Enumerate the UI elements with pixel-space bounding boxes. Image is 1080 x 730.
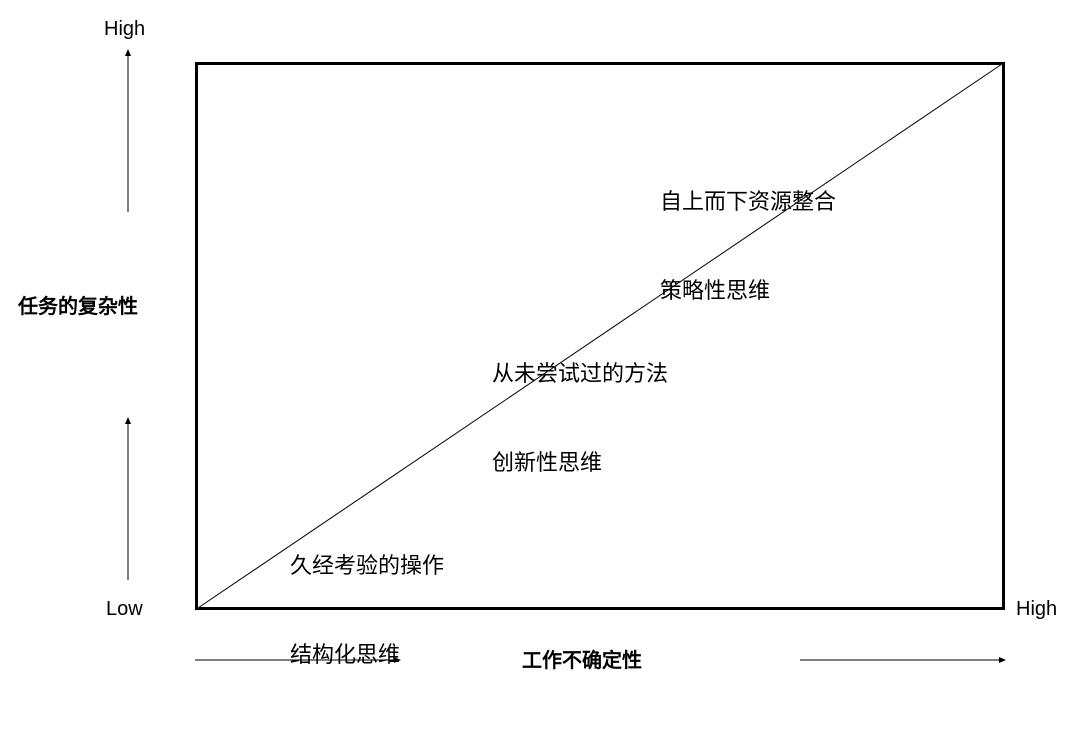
x-axis-high-label: High — [1016, 596, 1057, 623]
annotation-high: 自上而下资源整合 策略性思维 — [660, 128, 836, 366]
annotation-mid: 从未尝试过的方法 创新性思维 — [492, 300, 668, 538]
annotation-low: 久经考验的操作 结构化思维 — [290, 492, 444, 730]
y-axis-low-label: Low — [106, 596, 143, 623]
annotation-high-line1: 自上而下资源整合 — [660, 187, 836, 217]
annotation-mid-line1: 从未尝试过的方法 — [492, 359, 668, 389]
annotation-low-line2: 结构化思维 — [290, 640, 444, 670]
annotation-mid-line2: 创新性思维 — [492, 448, 668, 478]
y-axis-title: 任务的复杂性 — [18, 294, 138, 321]
y-axis-high-label: High — [104, 16, 145, 43]
annotation-low-line1: 久经考验的操作 — [290, 551, 444, 581]
x-axis-title: 工作不确定性 — [522, 648, 642, 675]
annotation-high-line2: 策略性思维 — [660, 276, 836, 306]
diagram-stage: 任务的复杂性 工作不确定性 High Low High 久经考验的操作 结构化思… — [0, 0, 1080, 708]
